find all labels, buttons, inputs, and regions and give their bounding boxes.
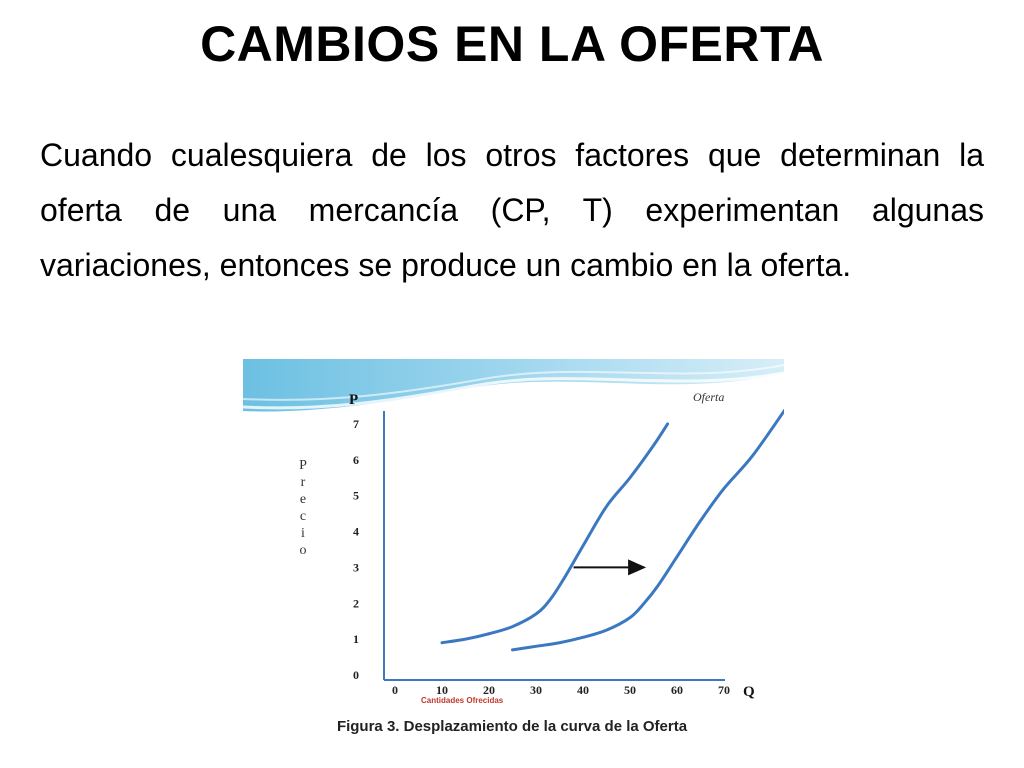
supply-curve-shifted: [511, 408, 784, 652]
x-tick-label: 0: [392, 683, 398, 697]
y-tick-label: 3: [353, 560, 359, 574]
y-tick-label: 7: [353, 417, 359, 431]
series-label-oferta: Oferta: [693, 390, 724, 404]
supply-curve-original: [440, 422, 670, 645]
slide-title: CAMBIOS EN LA OFERTA: [200, 16, 824, 72]
x-tick-label: 70: [718, 683, 730, 697]
y-tick-label: 0: [353, 668, 359, 682]
figure-caption: Figura 3. Desplazamiento de la curva de …: [336, 718, 688, 735]
y-tick-labels: 0 1 2 3 4 5 6 7: [353, 417, 359, 682]
x-tick-labels: 0 10 20 30 40 50 60 70: [392, 683, 730, 697]
y-tick-label: 6: [353, 453, 359, 467]
x-tick-label: 10: [436, 683, 448, 697]
slide-body-text: Cuando cualesquiera de los otros factore…: [40, 137, 984, 283]
x-axis-letter: Q: [743, 684, 755, 700]
y-tick-label: 2: [353, 596, 359, 610]
x-tick-label: 40: [577, 683, 589, 697]
y-axis-letter: P: [349, 392, 358, 408]
x-tick-label: 30: [530, 683, 542, 697]
x-tick-label: 20: [483, 683, 495, 697]
x-tick-label: 50: [624, 683, 636, 697]
y-tick-label: 5: [353, 489, 359, 503]
series-layer: [440, 408, 784, 652]
x-tick-label: 60: [671, 683, 683, 697]
y-tick-label: 1: [353, 632, 359, 646]
x-axis-label: Cantidades Ofrecidas: [421, 696, 504, 705]
y-tick-label: 4: [353, 525, 359, 539]
